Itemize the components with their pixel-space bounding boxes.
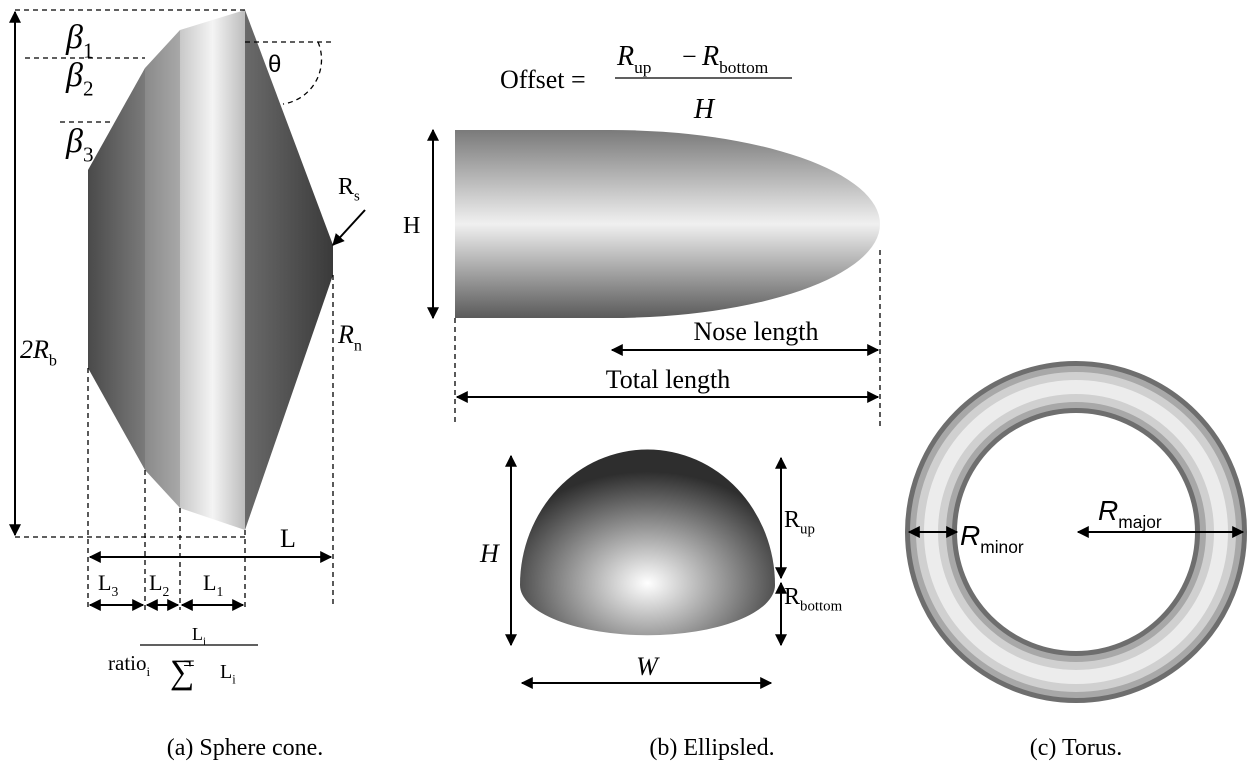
caption: (b) Ellipsled. (649, 735, 774, 761)
formula: − (682, 42, 697, 71)
label-subscript: 2 (162, 584, 169, 599)
dimension-label: Total length (606, 365, 731, 394)
formula: Offset = (500, 65, 586, 94)
label-base: β (65, 123, 83, 160)
label-subscript: i (203, 636, 206, 648)
angle-label: β3 (65, 123, 93, 167)
label-base: β (65, 57, 83, 94)
dimension-label: H (479, 539, 500, 568)
label-base: ratio (108, 651, 146, 675)
angle-label: β2 (65, 57, 93, 101)
label-base: R (338, 174, 354, 200)
dimension-label: W (636, 652, 660, 681)
dimension-label: Nose length (694, 317, 819, 346)
label-subscript: 3 (83, 143, 94, 167)
label-subscript: up (634, 58, 651, 77)
radius-label: Rs (338, 174, 360, 205)
angle-label: β1 (65, 19, 93, 63)
label-subscript: 3 (111, 584, 118, 599)
formula: Li (220, 661, 236, 687)
label-base: L (203, 570, 216, 595)
sphere-cone-shape (88, 0, 333, 540)
formula: ratioi (108, 651, 150, 679)
label-subscript: 1 (216, 584, 223, 599)
length-label: L1 (203, 570, 223, 599)
radius-label: Rn (337, 320, 362, 354)
label-base: R (337, 320, 354, 349)
label-base: L (220, 661, 232, 683)
caption: (c) Torus. (1030, 735, 1123, 761)
label-subscript: minor (980, 537, 1024, 557)
label-base: L (192, 624, 203, 644)
formula: Rbottom (701, 41, 769, 77)
label-subscript: b (49, 352, 57, 369)
dimension-label: H (403, 213, 420, 239)
label-subscript: i (146, 664, 150, 679)
formula: ∑ (170, 654, 194, 691)
diameter-label: 2Rb (20, 335, 57, 369)
radius-label: Rbottom (784, 584, 843, 615)
radius-label: Rmajor (1098, 495, 1162, 532)
label-base: R (616, 41, 634, 72)
label-subscript: 2 (83, 77, 94, 101)
label-subscript: bottom (800, 599, 843, 615)
label-subscript: up (800, 522, 815, 538)
angle-label: θ (268, 51, 281, 78)
label-subscript: n (354, 337, 362, 354)
label-base: L (98, 570, 111, 595)
label-subscript: bottom (719, 58, 769, 77)
hemisphere-shape (511, 449, 781, 683)
label-base: 2R (20, 335, 49, 364)
label-base: R (960, 520, 980, 551)
length-label: L3 (98, 570, 118, 599)
label-subscript: major (1118, 512, 1162, 532)
radius-label: Rminor (960, 520, 1024, 557)
formula: Rup (616, 41, 651, 77)
formula: H (693, 94, 716, 125)
label-base: R (1098, 495, 1118, 526)
label-base: R (784, 584, 800, 610)
label-base: L (149, 570, 162, 595)
label-subscript: i (232, 673, 236, 687)
radius-label: Rup (784, 507, 815, 538)
caption: (a) Sphere cone. (167, 735, 324, 761)
label-base: β (65, 19, 83, 56)
label-base: R (701, 41, 719, 72)
length-label: L (280, 524, 296, 553)
length-label: L2 (149, 570, 169, 599)
label-base: R (784, 507, 800, 533)
label-subscript: s (354, 189, 360, 205)
label-subscript: 1 (83, 39, 94, 63)
diagram: β1β2β3θRsRn2RbLL3L2L1ratioi=Li∑Li(a) Sph… (0, 0, 1251, 766)
